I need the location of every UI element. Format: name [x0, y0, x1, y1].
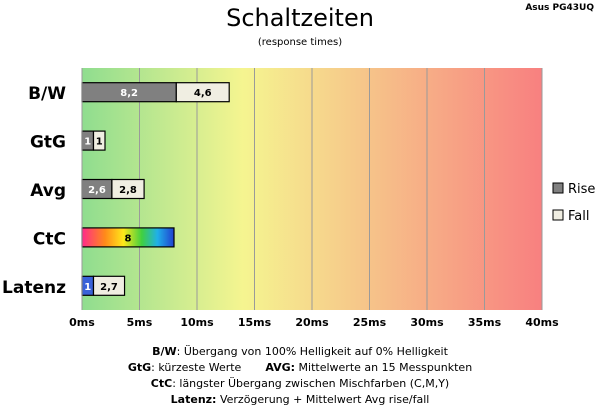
legend-swatch [552, 182, 564, 194]
footer-line-ctc: CtC: längster Übergang zwischen Mischfar… [0, 376, 600, 392]
data-label: 2,8 [119, 185, 137, 196]
data-label: 1 [84, 137, 91, 148]
footer-line-latenz: Latenz: Verzögerung + Mittelwert Avg ris… [0, 392, 600, 408]
x-tick-label: 10ms [180, 316, 214, 329]
footer-line-gtg-avg: GtG: kürzeste Werte AVG: Mittelwerte an 1… [0, 360, 600, 376]
chart-subtitle: (response times) [257, 37, 343, 48]
legend-label: Rise [568, 182, 595, 197]
footer-line-bw: B/W: Übergang von 100% Helligkeit auf 0%… [0, 344, 600, 360]
data-label: 8 [125, 233, 132, 244]
category-label: B/W [28, 84, 66, 104]
legend-swatch [552, 209, 564, 221]
footer-key: AVG: [265, 361, 296, 374]
footer-text: : Übergang von 100% Helligkeit auf 0% He… [176, 345, 448, 358]
bar-segment [175, 82, 230, 103]
footer-key: CtC [150, 377, 173, 390]
x-tick-label: 20ms [295, 316, 329, 329]
footer-text: : längster Übergang zwischen Mischfarben… [172, 377, 450, 390]
response-time-chart: 0ms 5ms 10ms 15ms 20ms 25ms 30ms 35ms 40ms B/W 8,2… [2, 68, 595, 329]
footer-key: B/W [152, 345, 177, 358]
x-tick-label: 15ms [238, 316, 272, 329]
data-label: 1 [84, 282, 91, 293]
data-label: 2,6 [88, 185, 106, 196]
monitor-model: Asus PG43UQ [525, 3, 594, 13]
data-label: 4,6 [194, 88, 212, 99]
chart-title: Schaltzeiten [226, 4, 374, 32]
footer-text: Verzögerung + Mittelwert Avg rise/fall [216, 393, 430, 406]
x-tick-label: 0ms [69, 316, 95, 329]
footer-text: : kürzeste Werte [151, 361, 242, 374]
data-label: 1 [96, 137, 103, 148]
category-label: Avg [30, 181, 66, 201]
x-tick-label: 40ms [525, 316, 559, 329]
bar-segment [111, 178, 145, 200]
footer-key: GtG [127, 361, 152, 374]
x-tick-label: 25ms [353, 316, 387, 329]
bar-segment [92, 275, 126, 296]
data-label: 8,2 [120, 88, 138, 99]
x-tick-label: 5ms [127, 316, 153, 329]
footer-text: Mittelwerte an 15 Messpunkten [295, 361, 473, 374]
footer-key: Latenz: [170, 393, 217, 406]
x-tick-label: 30ms [410, 316, 444, 329]
legend-label: Fall [568, 209, 589, 224]
footer-notes: B/W: Übergang von 100% Helligkeit auf 0%… [0, 344, 600, 408]
bar-segment [92, 130, 106, 151]
category-label: GtG [30, 133, 66, 153]
data-label: 2,7 [100, 282, 118, 293]
category-label: CtC [33, 229, 66, 249]
category-label: Latenz [2, 278, 66, 298]
x-tick-label: 35ms [468, 316, 502, 329]
